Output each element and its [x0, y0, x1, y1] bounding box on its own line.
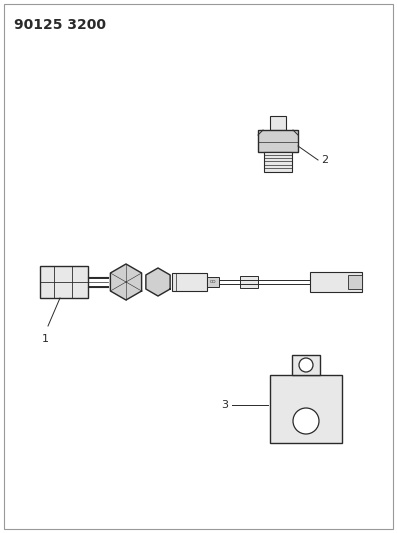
Bar — [40, 266, 88, 298]
Bar — [207, 277, 219, 287]
Bar — [270, 116, 286, 130]
Bar — [270, 375, 342, 443]
Circle shape — [299, 358, 313, 372]
Bar — [264, 152, 292, 172]
Bar — [292, 355, 320, 375]
Bar — [172, 273, 207, 291]
Text: 1: 1 — [42, 334, 48, 344]
Polygon shape — [146, 268, 170, 296]
Text: 90125 3200: 90125 3200 — [14, 18, 106, 32]
Bar — [348, 275, 362, 289]
Bar — [258, 130, 298, 152]
Polygon shape — [110, 264, 142, 300]
Circle shape — [293, 408, 319, 434]
Text: 3: 3 — [221, 400, 228, 410]
Bar — [240, 276, 258, 288]
Text: 2: 2 — [321, 155, 328, 165]
Bar — [310, 272, 362, 292]
Text: OO: OO — [210, 280, 216, 284]
